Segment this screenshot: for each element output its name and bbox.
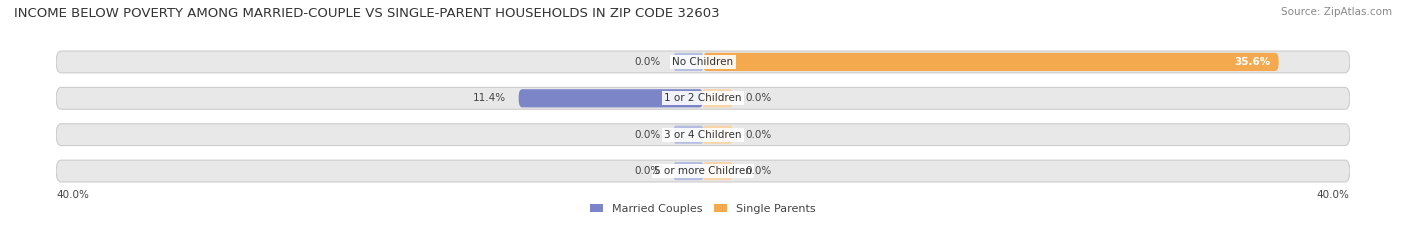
FancyBboxPatch shape bbox=[703, 162, 733, 180]
Text: 0.0%: 0.0% bbox=[745, 130, 772, 140]
FancyBboxPatch shape bbox=[703, 126, 733, 144]
Text: 11.4%: 11.4% bbox=[472, 93, 506, 103]
FancyBboxPatch shape bbox=[703, 53, 1278, 71]
FancyBboxPatch shape bbox=[56, 87, 1350, 109]
FancyBboxPatch shape bbox=[56, 51, 1350, 73]
Text: 0.0%: 0.0% bbox=[634, 130, 661, 140]
Text: 0.0%: 0.0% bbox=[634, 57, 661, 67]
FancyBboxPatch shape bbox=[519, 89, 703, 107]
FancyBboxPatch shape bbox=[673, 162, 703, 180]
Text: 40.0%: 40.0% bbox=[1317, 190, 1350, 200]
FancyBboxPatch shape bbox=[56, 160, 1350, 182]
Legend: Married Couples, Single Parents: Married Couples, Single Parents bbox=[586, 199, 820, 218]
Text: 0.0%: 0.0% bbox=[634, 166, 661, 176]
FancyBboxPatch shape bbox=[673, 53, 703, 71]
Text: 0.0%: 0.0% bbox=[745, 93, 772, 103]
Text: INCOME BELOW POVERTY AMONG MARRIED-COUPLE VS SINGLE-PARENT HOUSEHOLDS IN ZIP COD: INCOME BELOW POVERTY AMONG MARRIED-COUPL… bbox=[14, 7, 720, 20]
Text: 5 or more Children: 5 or more Children bbox=[654, 166, 752, 176]
Text: 40.0%: 40.0% bbox=[56, 190, 89, 200]
FancyBboxPatch shape bbox=[56, 124, 1350, 146]
Text: Source: ZipAtlas.com: Source: ZipAtlas.com bbox=[1281, 7, 1392, 17]
FancyBboxPatch shape bbox=[703, 89, 733, 107]
Text: No Children: No Children bbox=[672, 57, 734, 67]
Text: 0.0%: 0.0% bbox=[745, 166, 772, 176]
FancyBboxPatch shape bbox=[673, 126, 703, 144]
Text: 3 or 4 Children: 3 or 4 Children bbox=[664, 130, 742, 140]
Text: 1 or 2 Children: 1 or 2 Children bbox=[664, 93, 742, 103]
Text: 35.6%: 35.6% bbox=[1234, 57, 1271, 67]
